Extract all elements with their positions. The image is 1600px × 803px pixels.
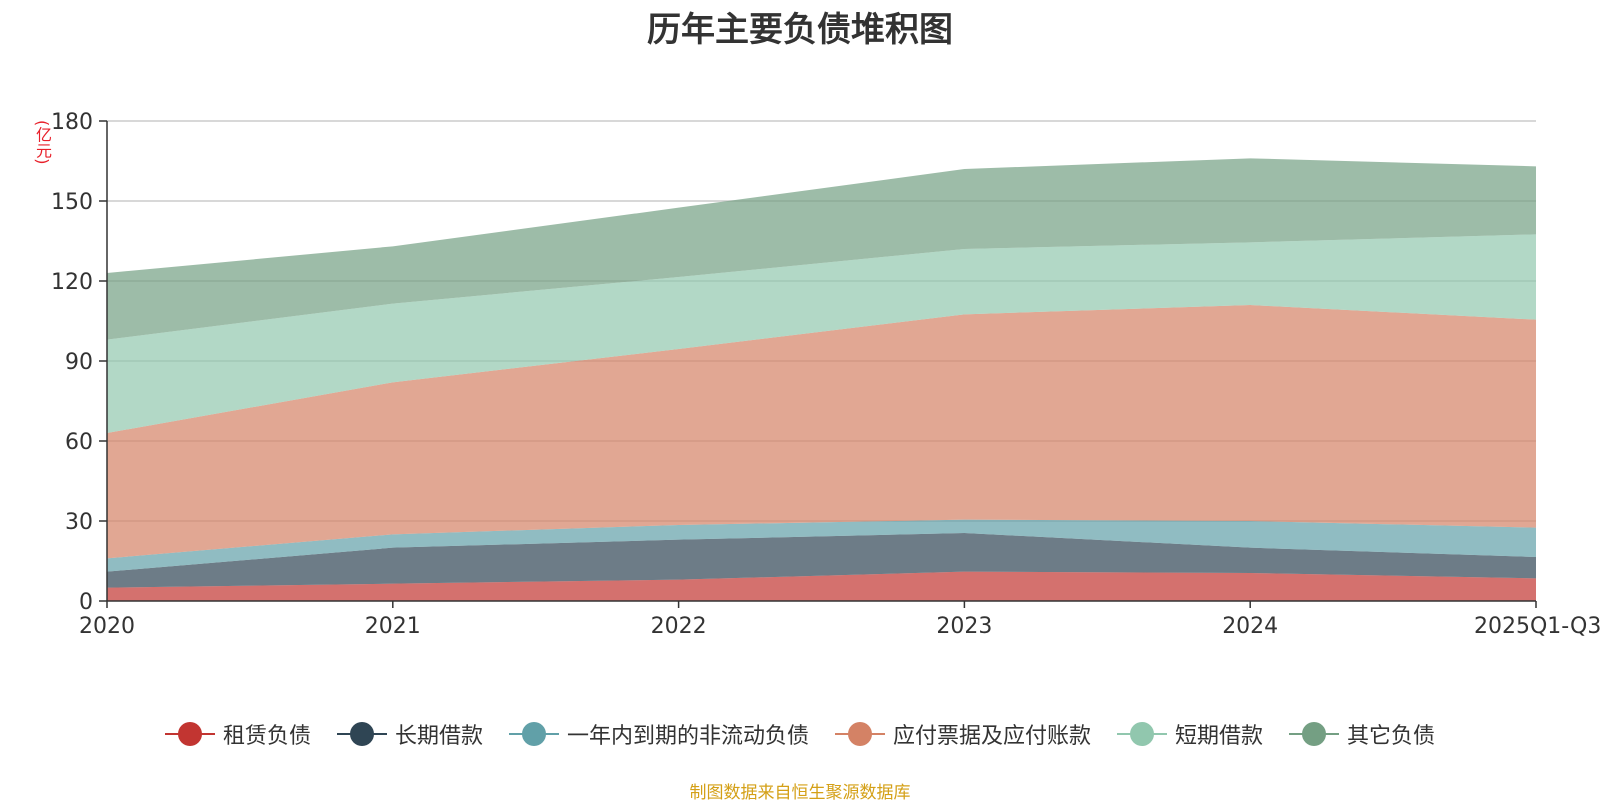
y-tick-label: 0 (79, 590, 93, 615)
legend-item[interactable]: 应付票据及应付账款 (835, 718, 1091, 750)
y-tick-label: 30 (65, 510, 93, 535)
legend-marker-icon (835, 722, 885, 746)
legend-item[interactable]: 一年内到期的非流动负债 (508, 718, 809, 750)
legend-marker-icon (164, 722, 215, 746)
axes: 0 30 60 90 120 150 180 2020 2021 2022 2023 2024 2025… (51, 110, 1600, 639)
x-tick-label: 2021 (365, 614, 421, 639)
x-tick-label: 2022 (651, 614, 707, 639)
area-series-4 (107, 305, 1536, 559)
x-tick-label: 2024 (1222, 614, 1278, 639)
area-series-6 (107, 158, 1536, 340)
area-series-3 (107, 519, 1536, 572)
legend: 租赁负债 长期借款 一年内到期的非流动负债 应付票据及应付账款 短期借款 其它负债 (0, 718, 1600, 750)
y-tick-label: 90 (65, 350, 93, 375)
x-tick-label: 2023 (936, 614, 992, 639)
area-series (107, 158, 1536, 601)
legend-label: 租赁负债 (222, 724, 311, 749)
legend-label: 应付票据及应付账款 (893, 724, 1092, 749)
y-tick-label: 120 (51, 270, 93, 295)
y-axis-unit: (亿元) (33, 120, 52, 165)
x-tick-label: 2020 (79, 614, 135, 639)
legend-label: 长期借款 (394, 724, 483, 749)
legend-item[interactable]: 短期借款 (1117, 718, 1263, 750)
chart-title: 历年主要负债堆积图 (647, 10, 953, 50)
legend-item[interactable]: 其它负债 (1289, 718, 1435, 750)
legend-marker-icon (1117, 722, 1168, 746)
x-tick-label: 2025Q1-Q3 (1474, 614, 1600, 639)
y-tick-label: 180 (51, 110, 93, 135)
legend-item[interactable]: 长期借款 (336, 718, 483, 750)
y-tick-label: 150 (51, 190, 93, 215)
area-series-2 (107, 533, 1536, 588)
legend-label: 短期借款 (1175, 724, 1264, 749)
legend-marker-icon (336, 722, 387, 746)
stacked-area-chart: 0 30 60 90 120 150 180 2020 2021 2022 2023 2024 2025… (51, 110, 1600, 639)
area-series-1 (107, 571, 1536, 601)
legend-item[interactable]: 租赁负债 (164, 718, 311, 750)
data-source-note: 制图数据来自恒生聚源数据库 (689, 783, 911, 803)
legend-label: 其它负债 (1347, 724, 1436, 749)
area-series-5 (107, 234, 1536, 433)
legend-label: 一年内到期的非流动负债 (566, 724, 809, 749)
legend-marker-icon (1289, 722, 1340, 746)
y-tick-label: 60 (65, 430, 93, 455)
legend-marker-icon (508, 722, 559, 746)
